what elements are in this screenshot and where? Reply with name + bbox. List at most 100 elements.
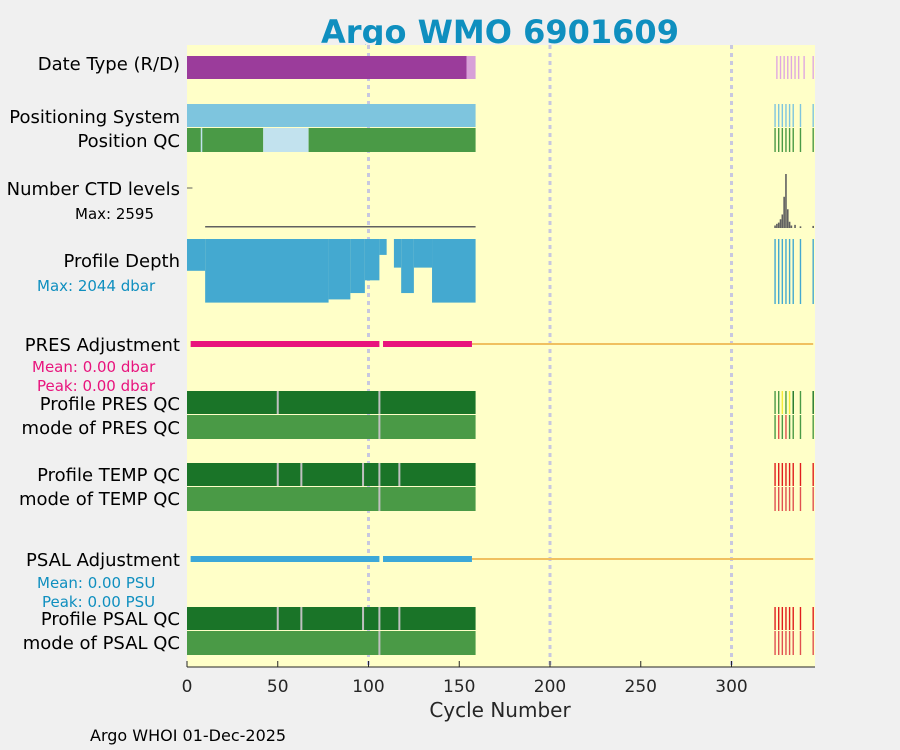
date-type-sparse-mark	[783, 56, 785, 79]
ctd-levels-bar	[790, 225, 793, 228]
data-marks	[187, 56, 814, 655]
x-axis: 0 50 100 150 200 250 300	[182, 661, 815, 697]
ctd-levels-bar	[788, 221, 791, 228]
profile-temp-qc-gap	[300, 463, 303, 486]
profile-pres-qc-sparse-mark	[785, 391, 787, 414]
date-type-segment	[187, 56, 467, 79]
profile-psal-qc-sparse-mark	[788, 607, 791, 630]
mode-pres-qc-sparse-mark	[785, 415, 787, 439]
label-mode-pres-qc: mode of PRES QC	[22, 418, 180, 439]
x-tick-label: 50	[267, 677, 289, 697]
ctd-levels-bar	[799, 226, 802, 228]
date-type-sparse-mark	[803, 56, 805, 79]
date-type-sparse-mark	[790, 56, 793, 79]
positioning-system-sparse-mark	[792, 104, 794, 127]
pres-adjustment-segment	[383, 341, 472, 347]
x-tick-label: 300	[715, 677, 747, 697]
profile-temp-qc-sparse-mark	[788, 463, 791, 486]
position-qc-sparse-mark	[774, 128, 776, 152]
position-qc-sparse-mark	[788, 128, 791, 152]
profile-depth-bar	[350, 239, 365, 294]
psal-mean-label: Mean: 0.00 PSU	[37, 574, 155, 592]
position-qc-segment	[263, 128, 309, 152]
profile-depth-sparse-mark	[777, 239, 780, 304]
mode-temp-qc-sparse-mark	[799, 487, 802, 511]
position-qc-segment	[308, 128, 476, 152]
position-qc-segment	[187, 128, 264, 152]
profile-pres-qc-gap	[378, 391, 381, 414]
profile-depth-sparse-mark	[788, 239, 791, 304]
profile-temp-qc-sparse-mark	[812, 463, 814, 486]
label-ctd-levels: Number CTD levels	[7, 179, 180, 200]
positioning-system-sparse-mark	[774, 104, 776, 127]
mode-temp-qc-gap	[378, 487, 381, 511]
ctd-levels-bar	[777, 222, 780, 228]
profile-temp-qc-gap	[398, 463, 401, 486]
mode-temp-qc-sparse-mark	[774, 487, 776, 511]
profile-temp-qc-sparse-mark	[792, 463, 794, 486]
profile-temp-qc-sparse-mark	[777, 463, 780, 486]
mode-pres-qc-segment	[187, 415, 476, 439]
positioning-system-sparse-mark	[785, 104, 787, 127]
chart-title: Argo WMO 6901609	[321, 13, 679, 51]
x-tick-label: 0	[182, 677, 193, 697]
profile-depth-bar	[364, 239, 380, 281]
profile-depth-sparse-mark	[781, 239, 784, 304]
position-qc-sparse-mark	[785, 128, 787, 152]
ctd-levels-bar	[786, 209, 789, 228]
date-type-sparse-mark	[776, 56, 778, 79]
profile-pres-qc-sparse-mark	[799, 391, 802, 414]
mode-pres-qc-gap	[378, 415, 381, 439]
profile-temp-qc-gap	[362, 463, 365, 486]
position-qc-sparse-mark	[799, 128, 802, 152]
mode-temp-qc-sparse-mark	[785, 487, 787, 511]
position-qc-gap	[200, 128, 203, 152]
profile-depth-sparse-mark	[785, 239, 787, 304]
profile-depth-bar	[432, 239, 476, 303]
row-annotations: Max: 2595 Max: 2044 dbar Mean: 0.00 dbar…	[32, 205, 156, 611]
position-qc-sparse-mark	[812, 128, 814, 152]
mode-psal-qc-sparse-mark	[774, 631, 776, 655]
positioning-system-sparse-mark	[812, 104, 814, 127]
profile-temp-qc-gap	[276, 463, 279, 486]
mode-psal-qc-sparse-mark	[812, 631, 814, 655]
mode-pres-qc-sparse-mark	[788, 415, 791, 439]
mode-pres-qc-sparse-mark	[777, 415, 780, 439]
row-labels: Date Type (R/D) Positioning System Posit…	[7, 54, 180, 654]
profile-psal-qc-gap	[362, 607, 365, 630]
label-profile-temp-qc: Profile TEMP QC	[37, 465, 180, 486]
profile-temp-qc-sparse-mark	[774, 463, 776, 486]
mode-temp-qc-sparse-mark	[781, 487, 784, 511]
label-psal-adjustment: PSAL Adjustment	[26, 550, 180, 571]
profile-pres-qc-sparse-mark	[812, 391, 814, 414]
ctd-levels-bar	[812, 225, 814, 228]
x-tick-label: 150	[443, 677, 475, 697]
profile-depth-bar	[205, 239, 329, 303]
mode-psal-qc-sparse-mark	[777, 631, 780, 655]
positioning-system-sparse-mark	[777, 104, 780, 127]
profile-temp-qc-segment	[187, 463, 476, 486]
profile-temp-qc-gap	[378, 463, 381, 486]
position-qc-sparse-mark	[792, 128, 794, 152]
x-tick-label: 200	[534, 677, 566, 697]
profile-depth-bar	[401, 239, 414, 294]
mode-temp-qc-sparse-mark	[777, 487, 780, 511]
ctd-levels-bar	[781, 214, 784, 228]
psal-adjustment-segment	[190, 556, 380, 562]
label-date-type: Date Type (R/D)	[38, 54, 180, 75]
profile-temp-qc-sparse-mark	[785, 463, 787, 486]
mode-pres-qc-sparse-mark	[792, 415, 794, 439]
profile-depth-bar	[328, 239, 351, 300]
mode-psal-qc-sparse-mark	[785, 631, 787, 655]
profile-depth-sparse-mark	[792, 239, 794, 304]
profile-psal-qc-gap	[276, 607, 279, 630]
mode-pres-qc-sparse-mark	[799, 415, 802, 439]
pres-mean-label: Mean: 0.00 dbar	[32, 358, 156, 376]
mode-psal-qc-sparse-mark	[788, 631, 791, 655]
mode-psal-qc-gap	[378, 631, 381, 655]
mode-psal-qc-sparse-mark	[792, 631, 794, 655]
profile-psal-qc-sparse-mark	[777, 607, 780, 630]
mode-psal-qc-sparse-mark	[799, 631, 802, 655]
label-profile-pres-qc: Profile PRES QC	[40, 394, 180, 415]
profile-depth-bar	[187, 239, 206, 271]
